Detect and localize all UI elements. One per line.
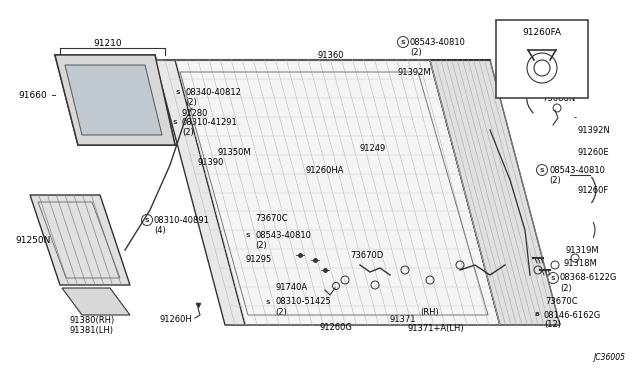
Text: 91295: 91295 (245, 256, 271, 264)
Polygon shape (62, 288, 130, 315)
Text: 91280: 91280 (182, 109, 209, 118)
Text: 91260E: 91260E (578, 148, 610, 157)
Text: (4): (4) (154, 225, 166, 234)
Polygon shape (65, 65, 162, 135)
Text: 91318M: 91318M (563, 259, 596, 267)
Text: 08310-51425: 08310-51425 (275, 298, 331, 307)
Text: 91380(RH): 91380(RH) (70, 315, 115, 324)
Text: 91350M: 91350M (218, 148, 252, 157)
Text: 91381(LH): 91381(LH) (70, 326, 114, 334)
Text: 08543-40810: 08543-40810 (255, 231, 311, 240)
Text: 91210: 91210 (93, 38, 122, 48)
Text: 91392M: 91392M (397, 67, 431, 77)
Text: 08368-6122G: 08368-6122G (560, 273, 618, 282)
FancyBboxPatch shape (496, 20, 588, 98)
Text: 91260G: 91260G (320, 324, 353, 333)
Text: 73670C: 73670C (255, 214, 287, 222)
Text: S: S (540, 167, 544, 173)
Text: 08340-40812: 08340-40812 (185, 87, 241, 96)
Text: S: S (401, 39, 405, 45)
Text: S: S (550, 276, 556, 280)
Text: 91260H: 91260H (160, 315, 193, 324)
Text: 91740A: 91740A (275, 283, 307, 292)
Text: (2): (2) (182, 128, 194, 137)
Text: 73688N: 73688N (542, 93, 575, 103)
Text: 91371: 91371 (390, 315, 417, 324)
Polygon shape (430, 60, 560, 325)
Text: S: S (176, 90, 180, 94)
Text: 08543-40810: 08543-40810 (549, 166, 605, 174)
Text: 73670C: 73670C (545, 298, 578, 307)
Text: (RH): (RH) (420, 308, 439, 317)
Text: 91260FA: 91260FA (522, 28, 561, 36)
Text: (2): (2) (275, 308, 287, 317)
Text: 91260HA: 91260HA (305, 166, 344, 174)
Text: 08310-40891: 08310-40891 (154, 215, 210, 224)
Text: 91260F: 91260F (578, 186, 609, 195)
Text: S: S (173, 119, 177, 125)
Text: 91392N: 91392N (578, 125, 611, 135)
Text: (12): (12) (544, 321, 561, 330)
Text: -: - (574, 113, 577, 122)
Text: 91390: 91390 (197, 157, 223, 167)
Text: (2): (2) (410, 48, 422, 57)
Text: S: S (266, 299, 270, 305)
Text: (2): (2) (185, 97, 196, 106)
Text: 91660: 91660 (18, 90, 47, 99)
Text: 08146-6162G: 08146-6162G (544, 311, 601, 320)
Text: 91371+A(LH): 91371+A(LH) (408, 324, 465, 333)
Text: (2): (2) (549, 176, 561, 185)
Text: 08310-41291: 08310-41291 (182, 118, 237, 126)
Polygon shape (30, 195, 130, 285)
Text: B: B (534, 312, 540, 317)
Text: S: S (246, 232, 250, 237)
Text: 73670D: 73670D (350, 250, 383, 260)
Text: (2): (2) (255, 241, 267, 250)
Text: S: S (145, 218, 149, 222)
Text: JC36005: JC36005 (593, 353, 625, 362)
Text: 91360: 91360 (317, 51, 344, 60)
Text: 91250N: 91250N (15, 235, 51, 244)
Text: 91319M: 91319M (565, 246, 598, 254)
Polygon shape (165, 60, 500, 325)
Text: 08543-40810: 08543-40810 (410, 38, 466, 46)
Text: 91249: 91249 (360, 144, 387, 153)
Polygon shape (55, 55, 175, 145)
Text: (2): (2) (560, 283, 572, 292)
Polygon shape (155, 60, 245, 325)
